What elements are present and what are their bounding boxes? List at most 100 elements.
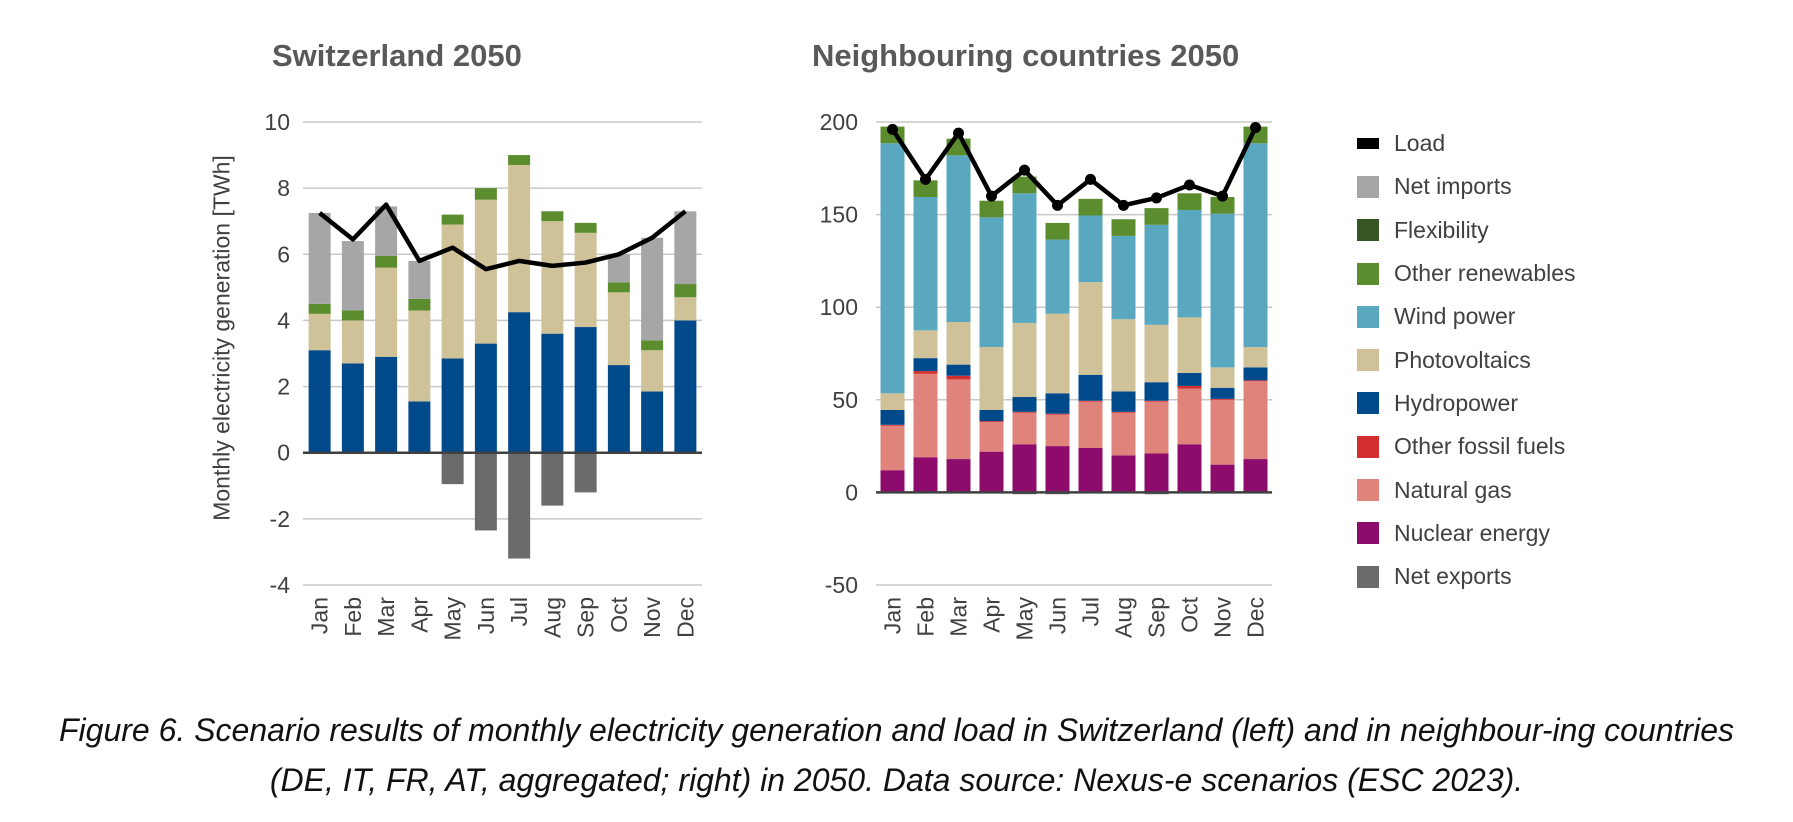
bar-segment-hydropower-ch <box>541 333 564 453</box>
bar-segment-photovoltaics-nb <box>913 330 938 359</box>
bar-segment-net-exports-ch <box>508 452 531 559</box>
legend-item-wind-power: Wind power <box>1357 295 1777 338</box>
bar-segment-net-imports-ch <box>341 241 364 311</box>
bar-segment-natural-gas-nb <box>946 379 971 460</box>
load-marker-nb <box>920 173 931 185</box>
load-marker-nb <box>1151 192 1162 204</box>
x-tick-label-ch: Oct <box>606 596 632 632</box>
bar-segment-net-imports-ch <box>641 237 664 341</box>
bar-segment-natural-gas-nb <box>1012 412 1037 445</box>
bar-segment-hydropower-ch <box>308 350 331 453</box>
bar-segment-other-renewables-ch <box>641 340 664 351</box>
bar-segment-wind-power-nb <box>946 155 971 323</box>
x-tick-label-nb: Aug <box>1111 597 1137 638</box>
bar-segment-hydropower-ch <box>508 312 531 453</box>
bar-segment-wind-power-nb <box>979 217 1004 348</box>
load-marker-nb <box>1052 199 1063 211</box>
x-tick-label-ch: Apr <box>406 597 432 633</box>
bar-segment-other-fossil-fuels-nb <box>1012 411 1037 413</box>
bar-segment-hydropower-nb <box>1243 367 1268 381</box>
legend-item-natural-gas: Natural gas <box>1357 468 1777 511</box>
x-tick-label-nb: Oct <box>1177 596 1203 632</box>
bar-segment-hydropower-nb <box>1045 393 1070 414</box>
bar-segment-wind-power-nb <box>1243 143 1268 348</box>
bar-segment-nuclear-energy-nb <box>1078 447 1103 493</box>
legend-item-photovoltaics: Photovoltaics <box>1357 338 1777 381</box>
legend-item-nuclear-energy: Nuclear energy <box>1357 512 1777 555</box>
legend-swatch <box>1357 219 1379 242</box>
x-tick-label-ch: Feb <box>340 597 366 637</box>
bar-segment-hydropower-nb <box>1177 372 1202 386</box>
bar-segment-net-imports-ch <box>674 211 697 285</box>
bar-segment-photovoltaics-nb <box>946 322 971 365</box>
bar-segment-wind-power-nb <box>1144 224 1169 325</box>
bar-segment-photovoltaics-ch <box>441 224 464 359</box>
bar-segment-other-fossil-fuels-nb <box>1078 400 1103 402</box>
bar-segment-nuclear-energy-nb <box>880 470 905 493</box>
y-tick-label-ch: 8 <box>277 175 290 201</box>
bar-segment-natural-gas-nb <box>1111 412 1136 456</box>
bar-segment-other-renewables-ch <box>408 298 431 311</box>
bar-segment-natural-gas-nb <box>913 373 938 458</box>
bar-segment-wind-power-nb <box>913 197 938 331</box>
bar-segment-photovoltaics-nb <box>1210 367 1235 388</box>
bar-segment-wind-power-nb <box>1045 239 1070 314</box>
bar-segment-other-renewables-nb <box>1111 219 1136 236</box>
bar-segment-wind-power-nb <box>1177 209 1202 318</box>
bar-segment-photovoltaics-nb <box>979 347 1004 410</box>
bar-segment-natural-gas-nb <box>979 422 1004 452</box>
legend-label: Net exports <box>1394 563 1512 590</box>
bar-segment-net-exports-ch <box>541 452 564 506</box>
legend-label: Flexibility <box>1394 216 1489 243</box>
load-marker-nb <box>887 123 898 135</box>
load-marker-nb <box>1019 164 1030 176</box>
bar-segment-other-renewables-ch <box>508 155 531 165</box>
bar-segment-hydropower-nb <box>913 358 938 372</box>
load-marker-nb <box>1217 190 1228 202</box>
legend-swatch <box>1357 175 1379 198</box>
bar-segment-photovoltaics-ch <box>474 199 497 344</box>
bar-segment-photovoltaics-ch <box>574 232 597 328</box>
legend-label: Load <box>1394 130 1446 157</box>
x-tick-label-ch: Dec <box>672 597 698 638</box>
legend-label: Wind power <box>1394 303 1516 330</box>
bar-segment-hydropower-ch <box>607 365 630 453</box>
bar-segment-other-renewables-ch <box>474 188 497 200</box>
load-line-ch <box>318 202 687 272</box>
bar-segment-other-renewables-ch <box>441 214 464 225</box>
legend-item-other-fossil-fuels: Other fossil fuels <box>1357 425 1777 468</box>
y-tick-label-nb: 200 <box>820 109 858 135</box>
bar-segment-photovoltaics-nb <box>1012 322 1037 398</box>
bar-segment-photovoltaics-ch <box>508 164 531 313</box>
legend-item-net-imports: Net imports <box>1357 165 1777 208</box>
legend-swatch <box>1357 565 1379 588</box>
bar-segment-hydropower-nb <box>979 409 1004 422</box>
bar-segment-nuclear-energy-nb <box>946 459 971 493</box>
y-tick-label-ch: -2 <box>270 506 290 532</box>
y-tick-label-ch: 10 <box>264 109 290 135</box>
y-tick-label-ch: 2 <box>277 374 290 400</box>
bar-segment-other-renewables-ch <box>308 303 331 314</box>
x-tick-label-ch: Aug <box>539 597 565 638</box>
bar-segment-wind-power-nb <box>1111 235 1136 320</box>
bar-segment-nuclear-energy-nb <box>979 451 1004 493</box>
bar-segment-other-renewables-nb <box>913 180 938 198</box>
bar-segment-hydropower-ch <box>474 343 497 453</box>
legend-label: Other renewables <box>1394 260 1576 287</box>
bar-segment-other-renewables-nb <box>1177 193 1202 210</box>
bar-segment-other-fossil-fuels-nb <box>946 375 971 380</box>
y-tick-label-ch: -4 <box>270 572 291 598</box>
bar-segment-net-imports-ch <box>408 260 431 299</box>
y-tick-label-nb: 150 <box>820 202 858 228</box>
x-tick-label-nb: Mar <box>946 597 972 637</box>
bar-segment-nuclear-energy-nb <box>1012 444 1037 493</box>
x-tick-label-ch: Jul <box>506 597 532 626</box>
bar-segment-photovoltaics-ch <box>375 267 398 357</box>
bar-segment-wind-power-nb <box>1012 193 1037 323</box>
legend-label: Hydropower <box>1394 389 1518 416</box>
bar-segment-hydropower-nb <box>880 409 905 425</box>
x-tick-label-nb: Dec <box>1243 597 1269 638</box>
bar-segment-wind-power-nb <box>880 143 905 394</box>
load-marker-nb <box>953 127 964 139</box>
legend-label: Nuclear energy <box>1394 519 1550 546</box>
